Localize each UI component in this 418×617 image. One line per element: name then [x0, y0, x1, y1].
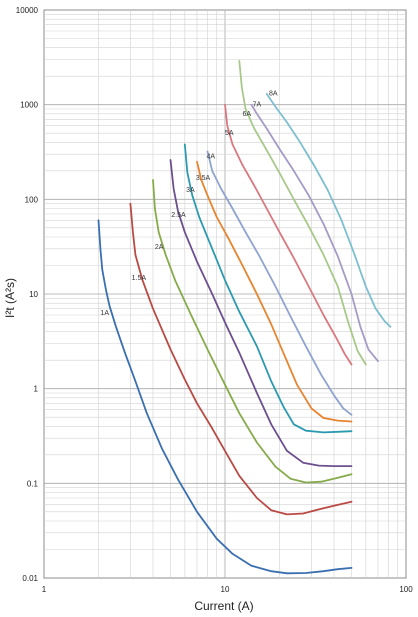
series-line-6a — [238, 60, 367, 366]
series-line-1-5a — [129, 202, 353, 516]
x-tick-label: 100 — [399, 585, 413, 594]
series-line-2a — [152, 179, 353, 484]
y-tick-label: 1 — [34, 385, 39, 394]
series-label-3-5a: 3.5A — [196, 175, 211, 182]
series-line-5a — [224, 103, 353, 366]
x-tick-label: 1 — [42, 585, 47, 594]
series-line-4a — [206, 150, 353, 416]
tick-labels: 1 10 100 0.01 0.1 1 10 100 1000 10000 — [16, 6, 413, 594]
series-label-5a: 5A — [225, 130, 234, 137]
series-label-2-5a: 2.5A — [171, 212, 186, 219]
y-tick-label: 1000 — [20, 101, 38, 110]
y-tick-label: 10000 — [16, 6, 39, 15]
series-line-7a — [250, 103, 379, 363]
series-label-3a: 3A — [186, 187, 195, 194]
series-label-7a: 7A — [253, 101, 262, 108]
series-label-8a: 8A — [269, 90, 278, 97]
series-line-8a — [265, 93, 392, 328]
y-tick-label: 10 — [29, 290, 38, 299]
series-label-4a: 4A — [206, 153, 215, 160]
series-line-1a — [97, 219, 353, 575]
series-label-2a: 2A — [155, 244, 164, 251]
y-tick-label: 0.1 — [27, 479, 39, 488]
series-lines — [97, 60, 392, 575]
series-label-1a: 1A — [100, 310, 109, 317]
series-label-1-5a: 1.5A — [132, 275, 147, 282]
y-tick-label: 0.01 — [22, 574, 38, 583]
series-line-2-5a — [169, 159, 353, 467]
series-line-3-5a — [196, 160, 353, 423]
x-tick-label: 10 — [221, 585, 230, 594]
y-tick-label: 100 — [25, 195, 39, 204]
series-line-3a — [183, 143, 353, 434]
x-axis-title: Current (A) — [194, 599, 253, 613]
y-axis-title: I²t (A²s) — [3, 278, 17, 318]
series-label-6a: 6A — [243, 111, 252, 118]
